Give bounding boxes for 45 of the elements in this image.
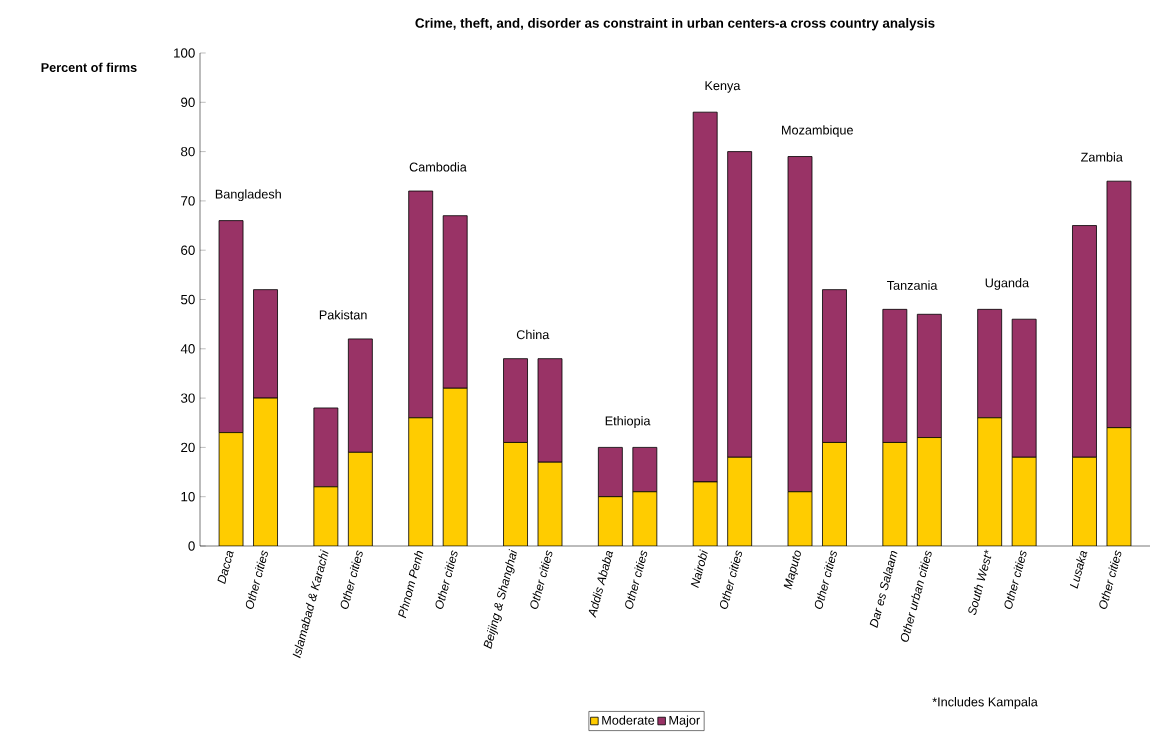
text: *Includes Kampala [932,697,1038,709]
y-tick-label: 50 [181,294,195,305]
annotation: Pakistan [319,310,367,320]
x-tick-label: Beijing & Shanghai [483,548,517,649]
annotation: Kenya [705,81,741,93]
x-tick-label: Other cities [1099,550,1122,609]
x-tick-label: Other cities [814,550,837,609]
chart-title: Crime, theft, and, disorder as constraint in urban centers-a cross country analysis [415,18,935,31]
y-tick-label: 90 [181,97,195,108]
annotation: Cambodia [409,162,467,172]
y-tick-label: 40 [180,344,195,354]
annotation: Zambia [1081,152,1123,162]
x-tick-label: Other cities [435,550,458,609]
x-tick-label: Lusaka [1069,551,1088,589]
x-tick-label: Other cities [340,550,363,609]
y-tick-label: 60 [181,245,195,255]
y-tick-label: 0 [188,541,195,551]
y-tick-label: 30 [180,393,195,403]
x-tick-label: Addis Ababa [588,551,614,618]
x-tick-label: Other cities [625,550,648,609]
y-tick-label: 70 [181,196,195,206]
annotation: Uganda [985,278,1030,290]
legend-label: Major [669,715,700,728]
x-tick-label: Nairobi [690,549,708,589]
x-tick-label: Dar es Salaam [869,550,898,628]
x-tick-label: Other urban cities [900,550,932,642]
annotation: Bangladesh [215,189,281,202]
x-tick-label: Other cities [1004,550,1027,609]
x-tick-label: Other cities [530,550,553,609]
x-tick-label: Maputo [783,550,801,590]
y-tick-label: 100 [174,48,195,58]
legend-label: Moderate [602,715,655,725]
annotation: China [516,329,550,340]
y-tick-label: 20 [181,442,195,453]
y-tick-label: 10 [181,491,195,502]
y-tick-label: 80 [181,146,195,157]
annotation: Ethiopia [605,416,651,428]
x-tick-label: Dacca [217,550,234,585]
annotation: Tanzania [887,280,938,290]
x-tick-label: South West* [968,549,992,616]
x-tick-label: Other cities [245,550,268,609]
x-tick-label: Other cities [720,550,742,609]
y-axis-title: Percent of firms [41,62,137,73]
annotation: Mozambique [782,125,853,138]
x-tick-label: Phnom Penh [398,550,424,619]
